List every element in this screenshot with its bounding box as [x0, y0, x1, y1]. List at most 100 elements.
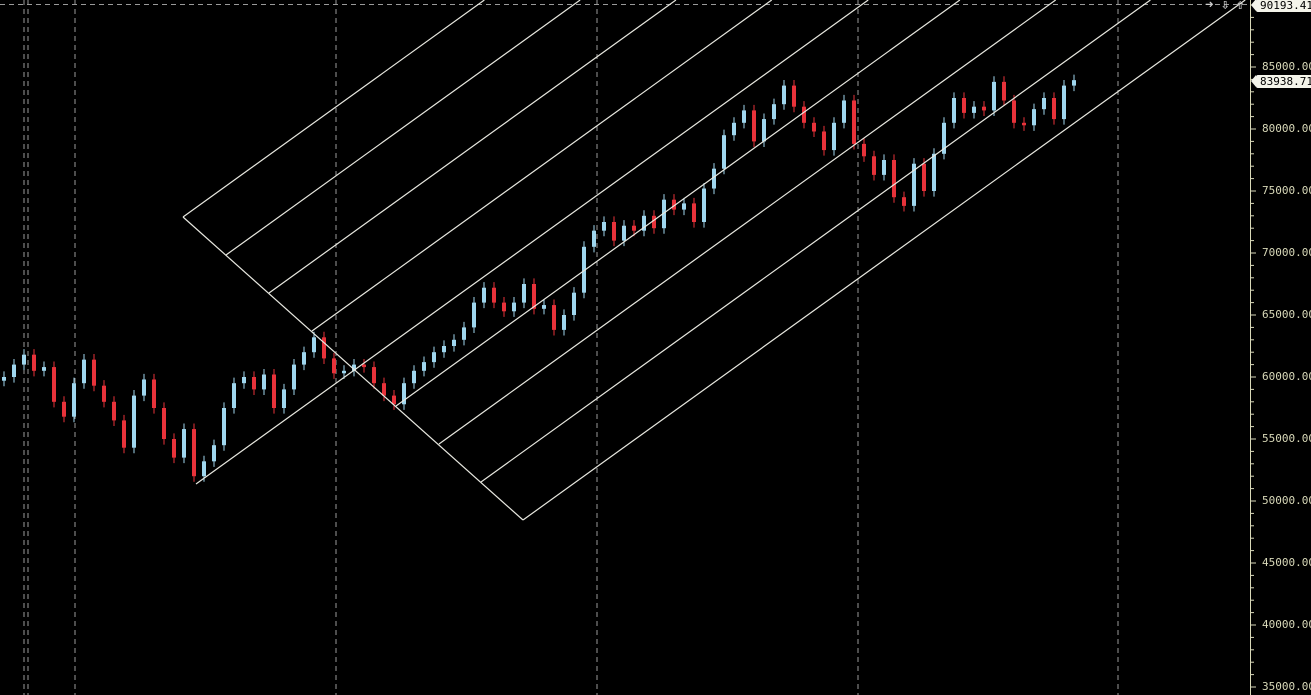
candle-body — [522, 284, 526, 303]
candle-body — [252, 377, 256, 390]
y-tick-label: 70000.00 — [1262, 246, 1311, 259]
candle-body — [802, 106, 806, 123]
candle-body — [732, 122, 736, 136]
y-tick-label: 45000.00 — [1262, 556, 1311, 569]
candle-body — [922, 163, 926, 191]
candle-body — [772, 104, 776, 120]
candle-body — [912, 163, 916, 206]
candle-body — [172, 439, 176, 458]
candle-body — [812, 122, 816, 132]
candle-body — [212, 445, 216, 462]
candle-body — [442, 346, 446, 353]
y-tick-label: 85000.00 — [1262, 60, 1311, 73]
candle-body — [112, 401, 116, 421]
candle-body — [42, 367, 46, 371]
candle-body — [512, 302, 516, 312]
y-tick-label: 55000.00 — [1262, 432, 1311, 445]
candle-body — [242, 377, 246, 384]
candle-body — [862, 143, 866, 157]
channel-line — [438, 0, 1057, 445]
candle-body — [742, 110, 746, 123]
arrow-down-icon[interactable]: ⇩ — [1221, 0, 1230, 13]
arrow-right-icon[interactable]: ➜ — [1205, 0, 1214, 13]
candle-body — [882, 160, 886, 175]
candle-body — [1022, 122, 1026, 126]
candle-body — [962, 98, 966, 113]
candle-body — [12, 364, 16, 377]
candle-body — [482, 287, 486, 303]
candle-body — [702, 188, 706, 222]
candle-body — [612, 222, 616, 241]
candle-body — [542, 305, 546, 309]
candle-body — [992, 81, 996, 111]
candle-body — [62, 401, 66, 417]
candle-body — [552, 305, 556, 330]
y-tick-label: 60000.00 — [1262, 370, 1311, 383]
channel-line — [395, 0, 961, 407]
candle-body — [842, 100, 846, 123]
candle-body — [822, 131, 826, 151]
candle-body — [1042, 98, 1046, 110]
candle-body — [332, 358, 336, 374]
candle-body — [582, 246, 586, 293]
candle-body — [722, 135, 726, 169]
candle-body — [782, 85, 786, 105]
candle-body — [232, 383, 236, 408]
candle-body — [152, 379, 156, 408]
channel-line — [522, 0, 1246, 521]
candle-body — [592, 230, 596, 247]
candle-body — [372, 367, 376, 384]
candle-body — [102, 385, 106, 402]
candle-body — [412, 370, 416, 384]
candle-body — [402, 383, 406, 405]
candle-body — [82, 359, 86, 384]
candle-body — [392, 395, 396, 405]
candle-body — [32, 354, 36, 371]
candle-body — [942, 122, 946, 154]
candle-body — [282, 389, 286, 408]
candle-body — [662, 199, 666, 229]
candle-body — [182, 429, 186, 458]
channel-line — [480, 0, 1151, 483]
candle-body — [1072, 80, 1076, 86]
candle-body — [162, 408, 166, 439]
candle-body — [712, 168, 716, 189]
y-tick-label: 75000.00 — [1262, 184, 1311, 197]
candle-body — [902, 197, 906, 206]
y-tick-label: 40000.00 — [1262, 618, 1311, 631]
candle-body — [622, 225, 626, 241]
y-tick-label: 65000.00 — [1262, 308, 1311, 321]
candle-body — [452, 339, 456, 346]
candle-body — [222, 408, 226, 446]
arrow-up-icon[interactable]: ⇧ — [1236, 0, 1245, 13]
candle-body — [642, 215, 646, 231]
candle-body — [792, 85, 796, 107]
candle-body — [362, 364, 366, 368]
candle-body — [22, 354, 26, 365]
candle-body — [142, 379, 146, 396]
candle-body — [652, 215, 656, 229]
candle-body — [982, 106, 986, 111]
candle-body — [1032, 109, 1036, 126]
candle-body — [472, 302, 476, 328]
candle-body — [2, 377, 6, 381]
candle-body — [1062, 85, 1066, 120]
candle-body — [692, 203, 696, 222]
candle-body — [532, 284, 536, 309]
candle-body — [602, 222, 606, 231]
candle-body — [122, 420, 126, 448]
candle-body — [462, 327, 466, 340]
candle-body — [52, 367, 56, 402]
candle-body — [492, 287, 496, 303]
channel-line — [311, 0, 773, 332]
candle-body — [632, 225, 636, 231]
candle-body — [832, 122, 836, 151]
candle-body — [562, 315, 566, 330]
candle-body — [502, 302, 506, 312]
candle-body — [752, 110, 756, 142]
candle-body — [92, 359, 96, 386]
top-price-tag: 90193.41 — [1251, 0, 1311, 12]
candle-body — [72, 383, 76, 417]
candle-body — [292, 364, 296, 390]
